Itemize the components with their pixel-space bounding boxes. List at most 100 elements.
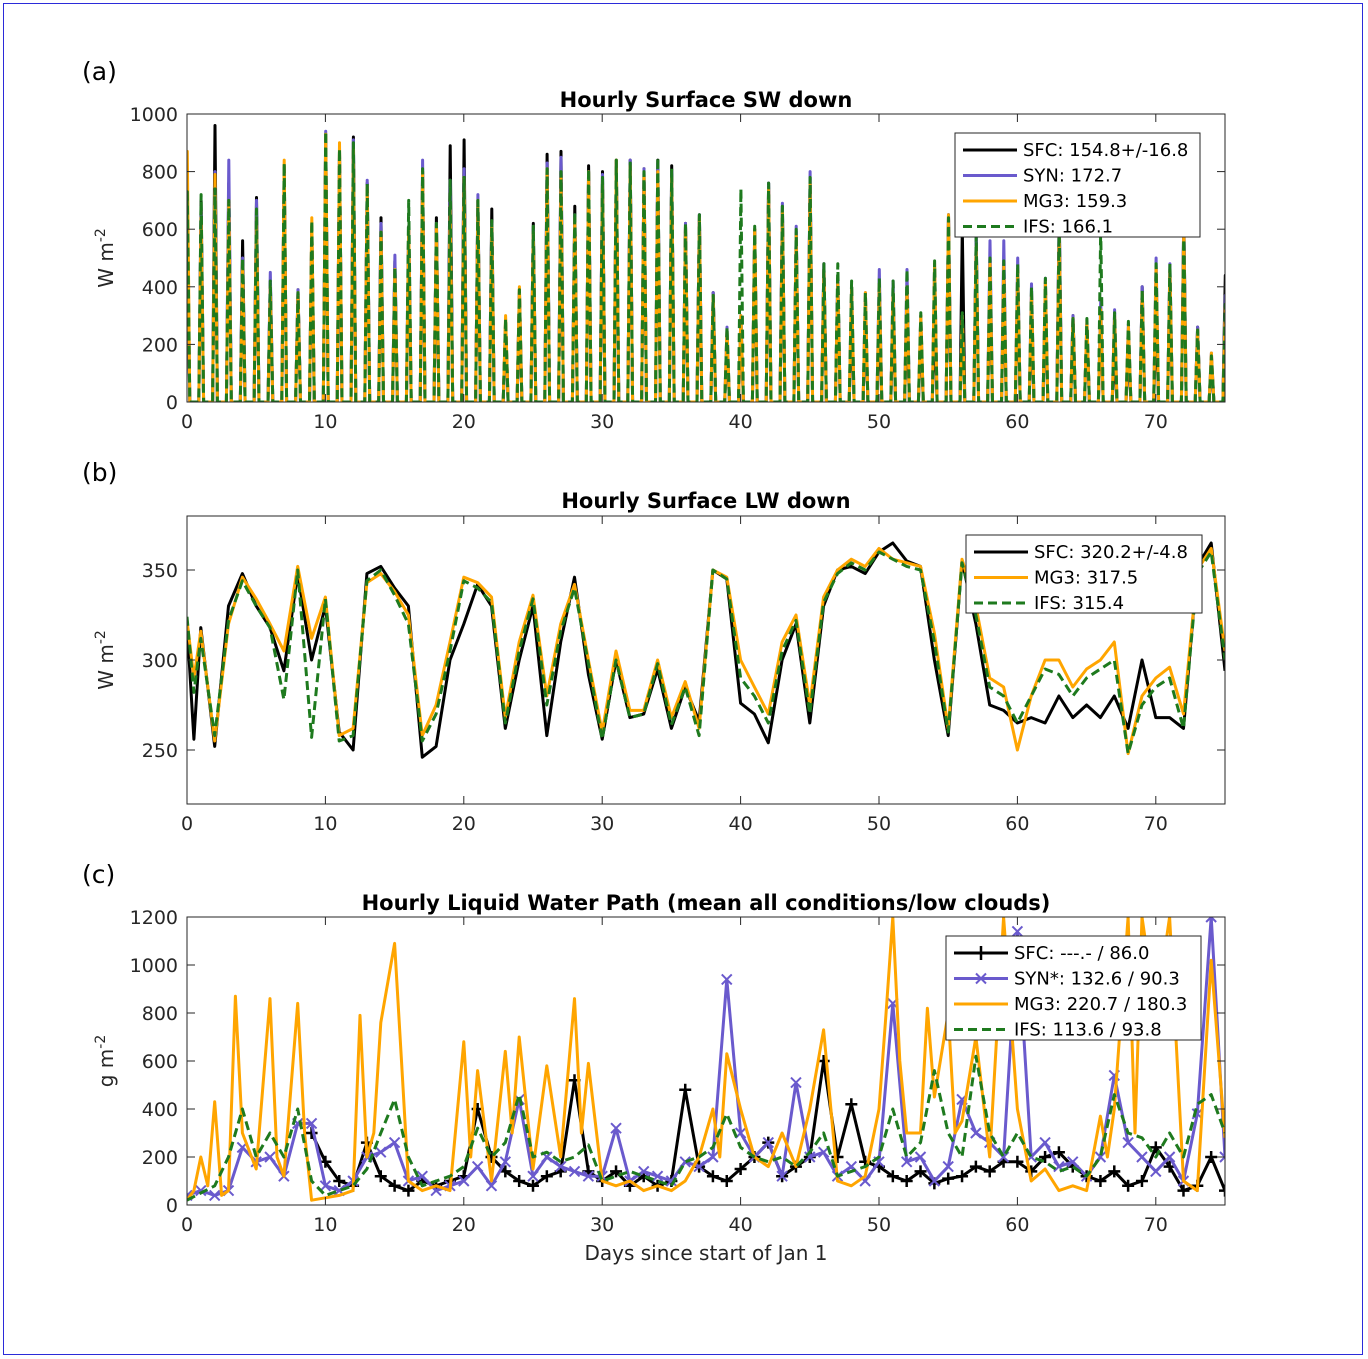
x-tick-label: 60: [1005, 411, 1029, 433]
legend: SFC: ---.- / 86.0 SYN*: 132.6 / 90.3 MG3: …: [945, 935, 1202, 1041]
y-axis-label: W m-2: [93, 630, 118, 690]
series-marker: [485, 1180, 498, 1192]
series-marker: [928, 1175, 941, 1187]
x-tick-label: 20: [452, 1214, 476, 1236]
series-marker: [471, 1160, 484, 1173]
legend: SFC: 320.2+/-4.8 MG3: 317.5 IFS: 315.4: [965, 534, 1203, 614]
y-axis-label-sup: -2: [93, 1035, 109, 1049]
panel-2: (b) Hourly Surface LW down 0 10 20 30 40 50 60 70…: [82, 458, 1226, 835]
series-line-3: [187, 550, 1225, 756]
series-marker: [969, 1160, 982, 1173]
series-marker: [527, 1170, 539, 1182]
series-marker: [1122, 1179, 1135, 1192]
x-tick-label: 50: [867, 813, 891, 835]
series-marker: [900, 1175, 913, 1187]
series-marker: [388, 1136, 401, 1149]
y-axis-label-sup: -2: [93, 630, 109, 644]
series-marker: [1149, 1141, 1162, 1154]
series-line-3: [187, 917, 1225, 1202]
series-marker: [610, 1122, 622, 1134]
series-marker: [195, 1184, 207, 1197]
series-marker: [900, 1156, 913, 1168]
axes-box: [186, 113, 1226, 403]
y-tick-label: 400: [142, 277, 178, 299]
series-marker: [1135, 1175, 1148, 1187]
legend: SFC: 154.8+/-16.8 SYN: 172.7 MG3: 159.3 IFS…: [954, 132, 1201, 238]
series-marker: [707, 1151, 719, 1163]
legend-box: [965, 534, 1203, 614]
series-marker: [333, 1175, 346, 1187]
x-tick-label: 40: [729, 813, 753, 835]
legend-label: IFS: 315.4: [1034, 593, 1124, 614]
legend-label: SFC: 320.2+/-4.8: [1034, 542, 1188, 563]
x-tick-label: 30: [590, 1214, 614, 1236]
x-tick-label: 30: [590, 813, 614, 835]
legend-label: IFS: 166.1: [1023, 217, 1113, 238]
series-marker: [1094, 1175, 1107, 1187]
series-marker: [776, 1170, 788, 1182]
legend-marker: [974, 946, 988, 960]
y-tick-label: 200: [142, 334, 178, 356]
series-marker: [886, 1170, 899, 1183]
y-axis-label-sup: -2: [93, 228, 109, 242]
x-tick-label: 50: [867, 1214, 891, 1236]
y-tick-label: 300: [142, 650, 178, 672]
x-tick-label: 40: [729, 411, 753, 433]
legend-label: MG3: 220.7 / 180.3: [1014, 994, 1187, 1015]
y-tick-label: 350: [142, 560, 178, 582]
series-marker: [942, 1160, 954, 1173]
series-marker: [706, 1170, 719, 1183]
legend-marker: [975, 972, 987, 985]
x-tick-label: 60: [1005, 1214, 1029, 1236]
y-tick-label: 1200: [130, 907, 178, 929]
y-axis-label: g m-2: [93, 1035, 118, 1088]
legend-label: IFS: 113.6 / 93.8: [1014, 1020, 1162, 1041]
plot-area: [187, 917, 1225, 1202]
x-tick-label: 60: [1005, 813, 1029, 835]
series-line-2: [187, 917, 1225, 1197]
series-marker: [942, 1172, 955, 1185]
series-line-2: [187, 546, 1225, 756]
series-marker: [1150, 1165, 1162, 1178]
panel-label: (a): [82, 57, 117, 86]
series-marker: [305, 1117, 318, 1130]
series-marker: [914, 1165, 927, 1178]
series-marker: [610, 1165, 623, 1178]
series-marker: [513, 1175, 526, 1187]
y-axis-label: W m-2: [93, 228, 118, 288]
x-tick-label: 70: [1144, 813, 1168, 835]
series-marker: [790, 1076, 802, 1089]
series-marker: [499, 1156, 512, 1168]
series-marker: [1205, 917, 1217, 923]
series-marker: [416, 1170, 428, 1182]
legend-label: SFC: 154.8+/-16.8: [1023, 140, 1188, 161]
series-marker: [762, 1136, 774, 1149]
y-tick-label: 0: [166, 392, 178, 414]
series-line-4: [187, 1054, 1225, 1202]
plot-area: [187, 541, 1225, 759]
series-marker: [679, 1156, 691, 1168]
series-marker: [1219, 1151, 1225, 1163]
x-tick-label: 0: [181, 411, 193, 433]
series-marker: [1163, 1151, 1176, 1163]
series-marker: [374, 1170, 387, 1183]
legend-label: SYN: 172.7: [1023, 166, 1122, 187]
panel-label: (b): [82, 458, 117, 487]
panel-1: (a) Hourly Surface SW down 0 10 20 30 40 50 60 70…: [82, 57, 1226, 433]
series-marker: [1039, 1151, 1052, 1163]
x-tick-label: 70: [1144, 411, 1168, 433]
x-tick-label: 0: [181, 1214, 193, 1236]
series-marker: [1011, 925, 1024, 938]
x-tick-label: 20: [452, 411, 476, 433]
series-marker: [540, 1170, 553, 1183]
chart-title: Hourly Surface LW down: [561, 489, 850, 513]
series-marker: [1219, 1184, 1225, 1197]
x-tick-label: 10: [313, 1214, 337, 1236]
y-tick-label: 400: [142, 1099, 178, 1121]
series-marker: [956, 1170, 969, 1183]
series-marker: [845, 1098, 858, 1111]
series-marker: [817, 1146, 830, 1158]
series-marker: [388, 1179, 401, 1192]
series-marker: [554, 1160, 567, 1173]
figure-frame: [3, 3, 1363, 1355]
